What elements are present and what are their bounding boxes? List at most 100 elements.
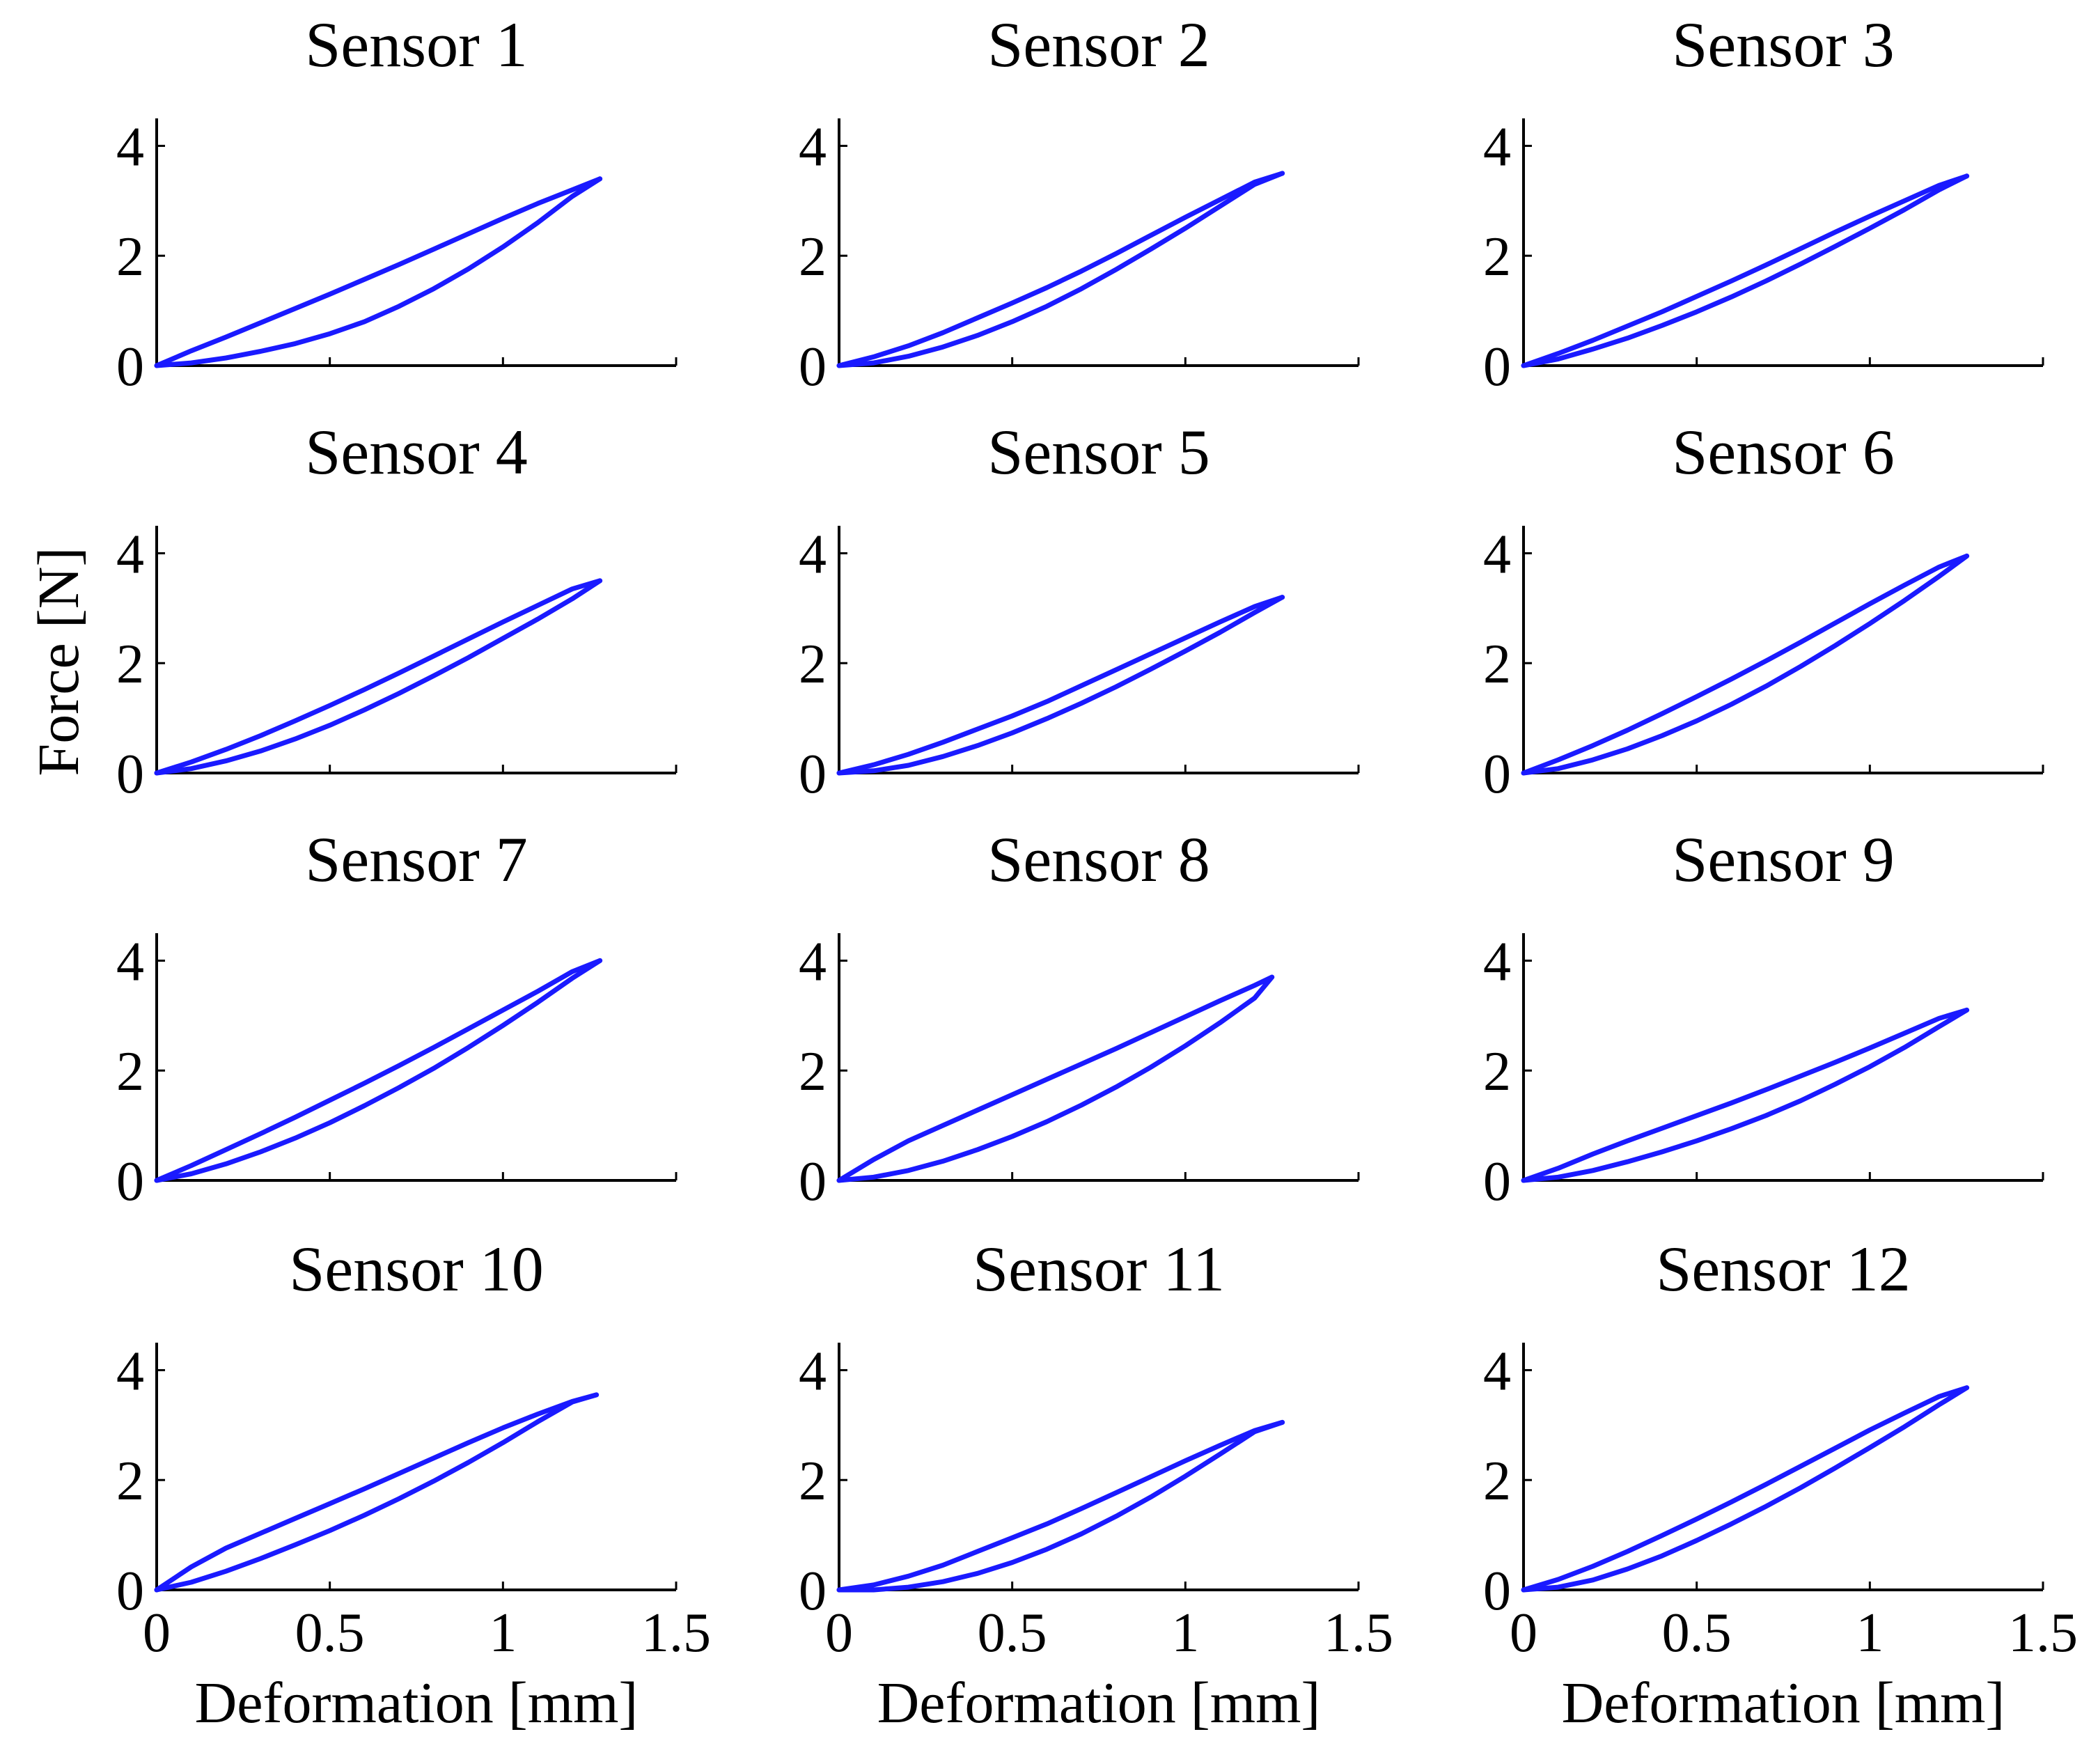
x-axis-label: Deformation [mm] [877, 1671, 1321, 1735]
y-tick-label: 0 [1483, 744, 1511, 805]
unloading-curve [836, 171, 1285, 368]
x-tick-label: 0.5 [978, 1602, 1047, 1664]
y-tick-label: 0 [1483, 336, 1511, 398]
panel-title: Sensor 11 [973, 1233, 1225, 1304]
y-tick-label: 2 [116, 1041, 144, 1102]
y-tick-label: 4 [116, 116, 144, 178]
panel-sensor-3: Sensor 3 0 2 4 [1483, 9, 2044, 398]
y-tick-label: 0 [1483, 1151, 1511, 1212]
panel-title: Sensor 2 [987, 9, 1210, 80]
panel-title: Sensor 3 [1672, 9, 1894, 80]
y-tick-label: 2 [116, 226, 144, 288]
loading-curve [1521, 553, 1970, 776]
panel-sensor-6: Sensor 6 0 2 4 [1483, 416, 2044, 805]
unloading-curve [1521, 1385, 1970, 1593]
y-tick-label: 4 [1483, 524, 1511, 585]
y-tick-label: 0 [799, 1561, 827, 1622]
unloading-curve [154, 578, 603, 776]
panel-title: Sensor 9 [1672, 824, 1894, 895]
panel-sensor-2: Sensor 2 0 2 4 [799, 9, 1360, 398]
y-tick-label: 0 [116, 336, 144, 398]
loading-curve [154, 578, 603, 776]
y-tick-label: 2 [1483, 634, 1511, 695]
x-tick-label: 0 [825, 1602, 853, 1664]
x-tick-label: 1.5 [2008, 1602, 2078, 1664]
x-tick-label: 0 [1510, 1602, 1537, 1664]
panel-title: Sensor 10 [289, 1233, 543, 1304]
panel-sensor-8: Sensor 8 0 2 4 [799, 824, 1360, 1212]
loading-curve [836, 1419, 1285, 1593]
loading-curve [836, 171, 1285, 368]
x-tick-label: 0.5 [1662, 1602, 1732, 1664]
x-tick-label: 1 [1171, 1602, 1199, 1664]
x-tick-label: 0.5 [295, 1602, 365, 1664]
shared-y-axis-label: Force [N] [26, 547, 91, 776]
y-tick-label: 2 [799, 226, 827, 288]
unloading-curve [1521, 173, 1970, 368]
y-tick-label: 2 [799, 1451, 827, 1512]
x-axis-label: Deformation [mm] [195, 1671, 639, 1735]
y-tick-label: 2 [1483, 1451, 1511, 1512]
y-tick-label: 4 [799, 524, 827, 585]
y-tick-label: 4 [1483, 116, 1511, 178]
y-tick-label: 2 [799, 1041, 827, 1102]
y-tick-label: 0 [799, 744, 827, 805]
y-tick-label: 4 [116, 1341, 144, 1402]
panel-title: Sensor 5 [987, 416, 1210, 487]
loading-curve [1521, 173, 1970, 368]
y-tick-label: 2 [799, 634, 827, 695]
panel-title: Sensor 12 [1656, 1233, 1910, 1304]
y-tick-label: 2 [1483, 226, 1511, 288]
y-tick-label: 4 [1483, 1341, 1511, 1402]
y-tick-label: 0 [116, 744, 144, 805]
panel-sensor-5: Sensor 5 0 2 4 [799, 416, 1360, 805]
loading-curve [1521, 1007, 1970, 1183]
y-tick-label: 4 [799, 931, 827, 992]
y-tick-label: 2 [116, 1451, 144, 1512]
x-tick-label: 1 [1856, 1602, 1884, 1664]
unloading-curve [154, 958, 603, 1183]
x-axis-label: Deformation [mm] [1562, 1671, 2005, 1735]
loading-curve [154, 1392, 600, 1593]
loading-curve [154, 176, 603, 368]
y-tick-label: 2 [116, 634, 144, 695]
panel-sensor-9: Sensor 9 0 2 4 [1483, 824, 2044, 1212]
y-tick-label: 0 [116, 1561, 144, 1622]
panel-sensor-1: Sensor 1 0 2 4 [116, 9, 678, 398]
unloading-curve [154, 1392, 600, 1593]
panel-sensor-7: Sensor 7 0 2 4 [116, 824, 678, 1212]
y-tick-label: 0 [116, 1151, 144, 1212]
y-tick-label: 4 [799, 116, 827, 178]
loading-curve [154, 958, 603, 1183]
loading-curve [836, 595, 1285, 776]
y-tick-label: 4 [1483, 931, 1511, 992]
y-tick-label: 0 [799, 1151, 827, 1212]
unloading-curve [1521, 553, 1970, 776]
x-tick-label: 0 [143, 1602, 171, 1664]
panel-title: Sensor 4 [305, 416, 527, 487]
panel-title: Sensor 6 [1672, 416, 1894, 487]
unloading-curve [836, 595, 1285, 776]
panel-title: Sensor 8 [987, 824, 1210, 895]
panel-sensor-4: Sensor 4 0 2 4 [116, 416, 678, 805]
unloading-curve [836, 1419, 1285, 1593]
x-tick-label: 1.5 [1324, 1602, 1393, 1664]
panel-title: Sensor 7 [305, 824, 527, 895]
panel-title: Sensor 1 [305, 9, 527, 80]
x-tick-label: 1.5 [641, 1602, 711, 1664]
y-tick-label: 4 [799, 1341, 827, 1402]
y-tick-label: 2 [1483, 1041, 1511, 1102]
unloading-curve [154, 176, 603, 368]
y-tick-label: 0 [799, 336, 827, 398]
unloading-curve [836, 974, 1275, 1183]
y-tick-label: 0 [1483, 1561, 1511, 1622]
loading-curve [1521, 1385, 1970, 1593]
y-tick-label: 4 [116, 524, 144, 585]
y-tick-label: 4 [116, 931, 144, 992]
loading-curve [836, 974, 1275, 1183]
